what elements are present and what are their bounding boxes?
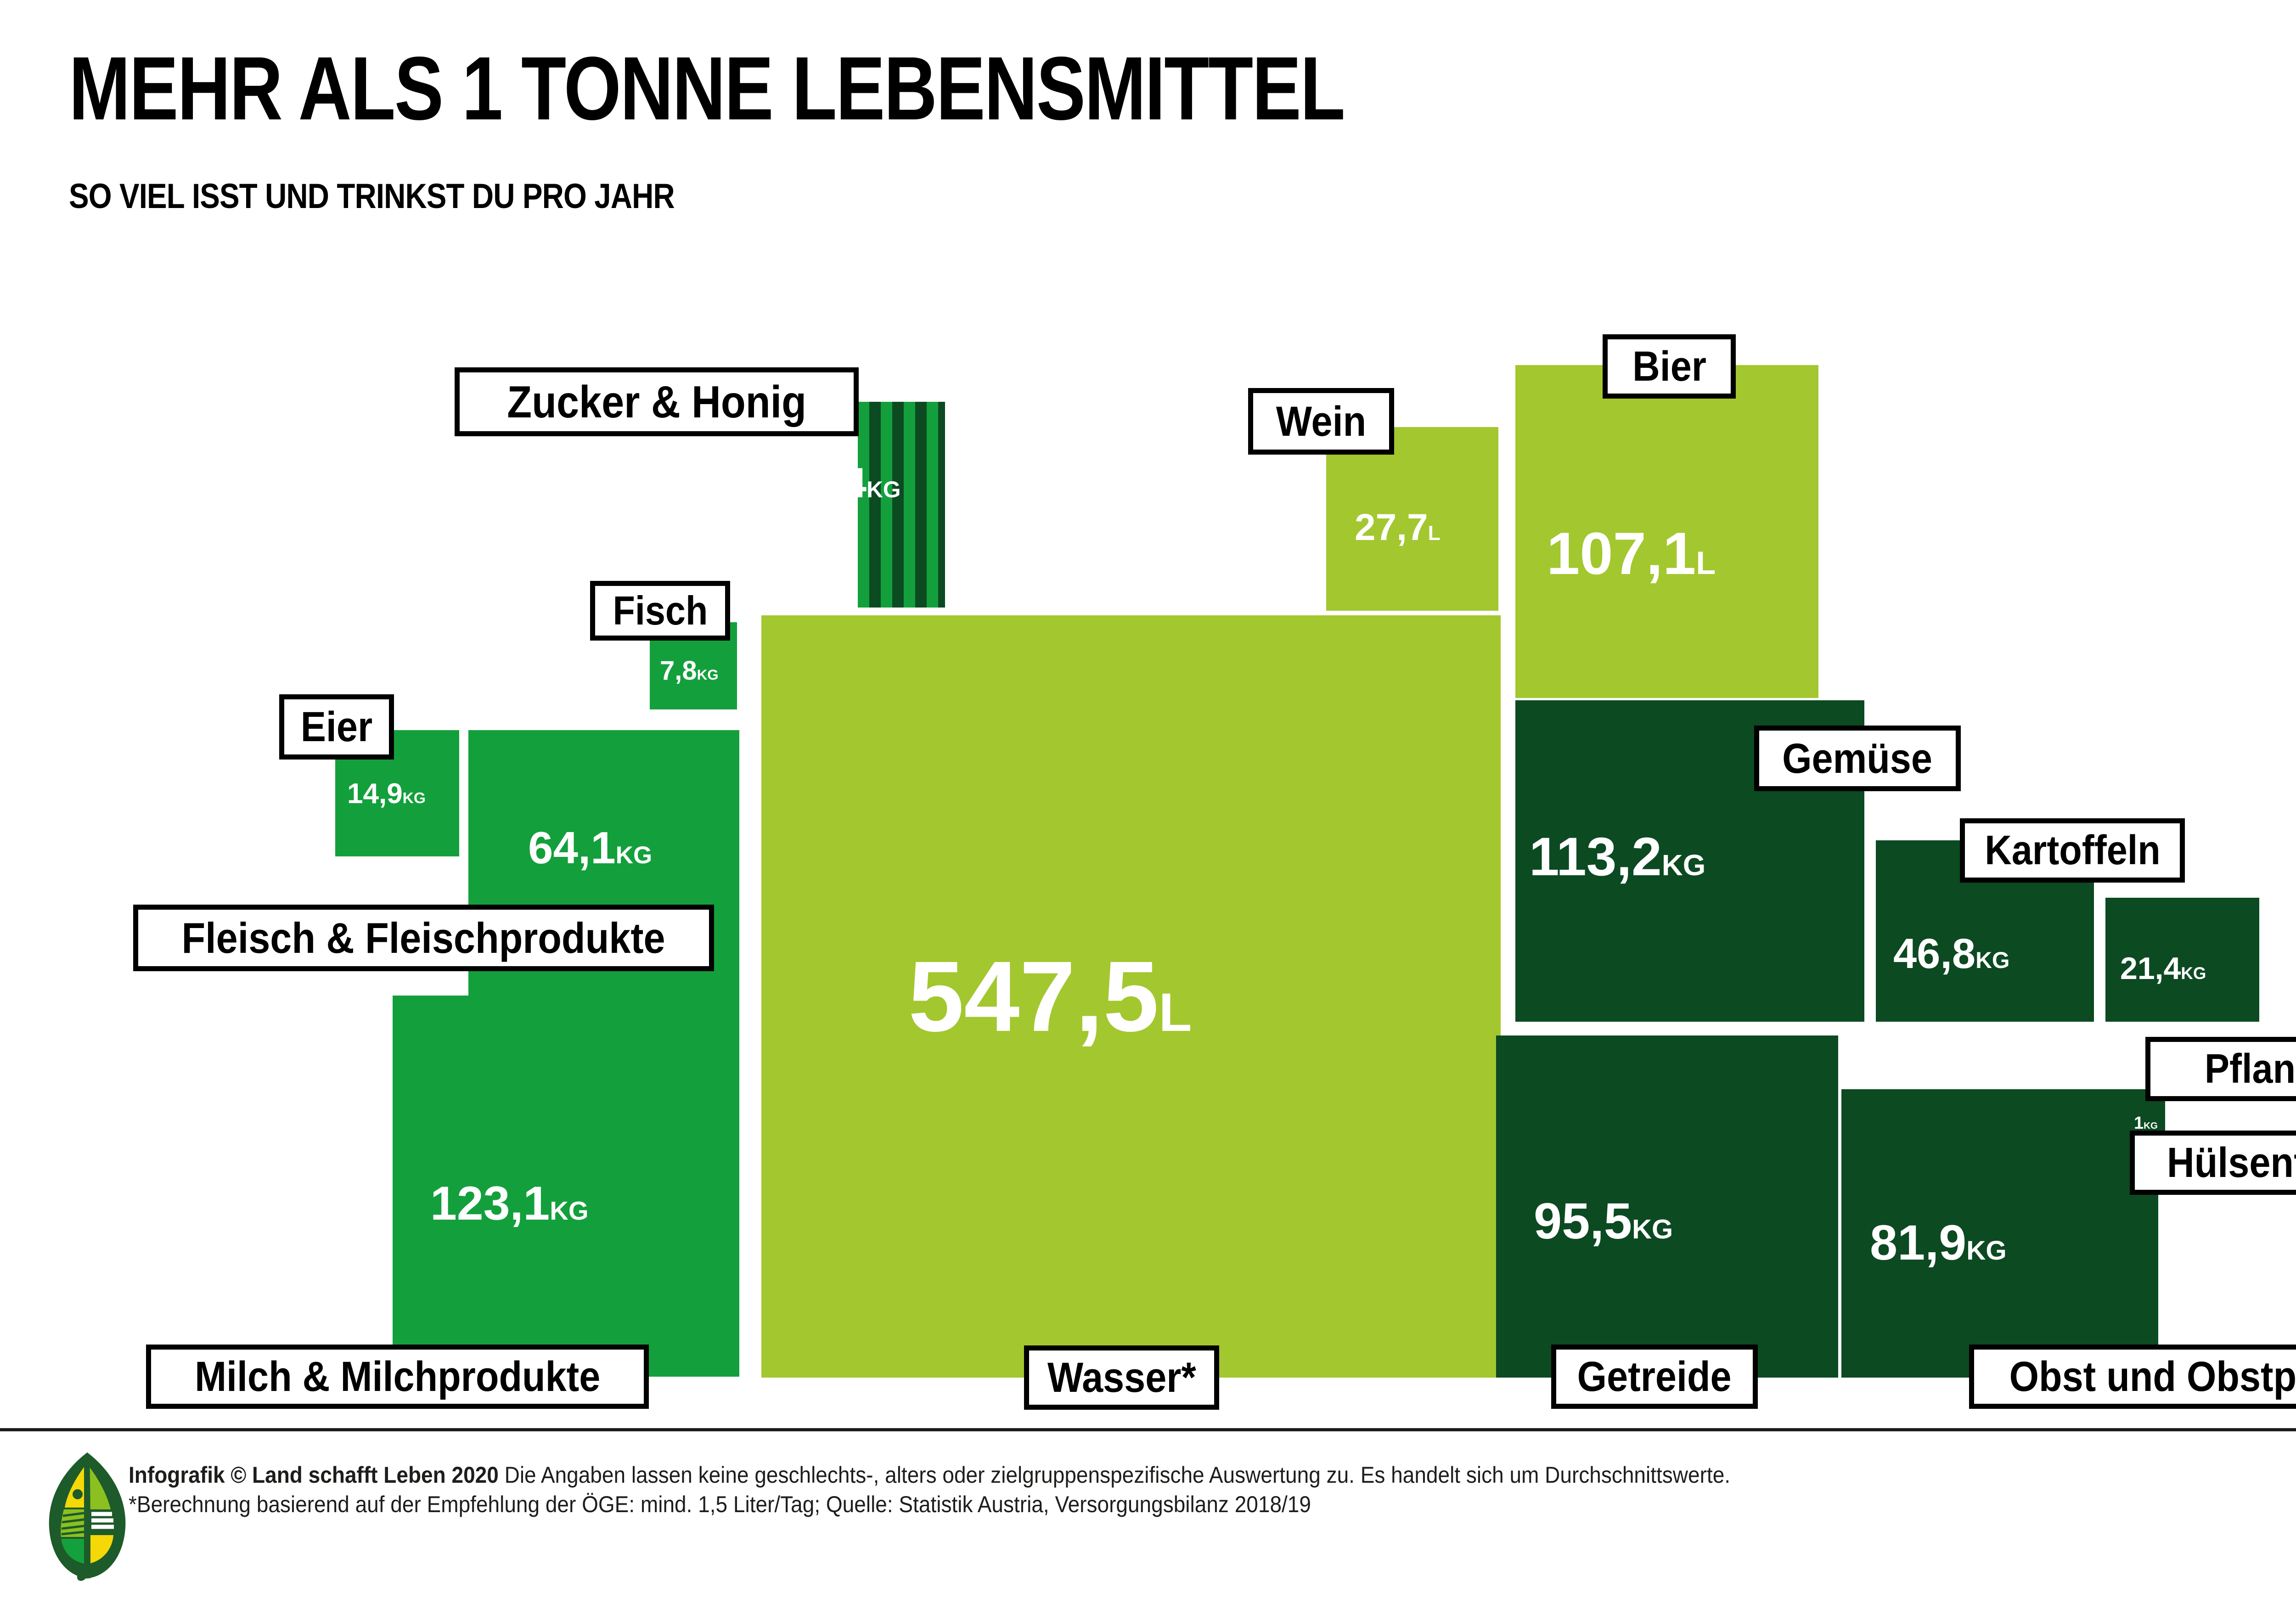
value-unit-kartoffeln: KG	[1975, 947, 2010, 973]
page-subtitle: SO VIEL ISST UND TRINKST DU PRO JAHR	[69, 177, 675, 216]
label-text-zucker-honig: Zucker & Honig	[507, 377, 806, 427]
land-schafft-leben-leaf-logo	[49, 1452, 126, 1581]
footer-line-1-rest: Die Angaben lassen keine geschlechts-, a…	[498, 1462, 1731, 1488]
value-unit-obst: KG	[1966, 1236, 2007, 1266]
footer-divider	[0, 1428, 2296, 1431]
value-number-obst: 81,9	[1870, 1215, 1967, 1270]
block-value-getreide: 95,5KG	[1534, 1196, 1673, 1247]
value-unit-zucker-honig: KG	[867, 477, 901, 502]
value-number-milch: 123,1	[430, 1177, 550, 1230]
footer-line-2: *Berechnung basierend auf der Empfehlung…	[129, 1491, 1311, 1517]
page-title: MEHR ALS 1 TONNE LEBENSMITTEL	[69, 38, 1345, 139]
footer: Infografik © Land schafft Leben 2020 Die…	[129, 1460, 2296, 1519]
label-zucker-honig[interactable]: Zucker & Honig	[455, 367, 859, 436]
block-wein[interactable]: 27,7L	[1326, 427, 1498, 611]
block-value-huelsenfruechte: 1KG	[2134, 1114, 2158, 1132]
footer-credit: Infografik © Land schafft Leben 2020	[129, 1462, 499, 1488]
value-unit-bier: L	[1696, 545, 1716, 581]
label-text-wasser: Wasser*	[1047, 1354, 1196, 1401]
label-text-kartoffeln: Kartoffeln	[1984, 827, 2161, 873]
label-kartoffeln[interactable]: Kartoffeln	[1960, 818, 2185, 883]
label-wasser[interactable]: Wasser*	[1024, 1345, 1219, 1410]
value-number-huelsenfruechte: 1	[2134, 1114, 2144, 1133]
label-obst[interactable]: Obst und Obstprodukte	[1969, 1345, 2296, 1409]
block-value-fette: 21,4KG	[2120, 953, 2206, 984]
block-value-fisch: 7,8KG	[660, 658, 719, 684]
value-unit-fette: KG	[2181, 964, 2206, 983]
label-wein[interactable]: Wein	[1248, 388, 1394, 455]
value-unit-fisch: KG	[697, 667, 719, 683]
value-number-fleisch: 64,1	[528, 822, 616, 873]
block-value-wein: 27,7L	[1355, 509, 1441, 546]
value-unit-milch: KG	[550, 1196, 589, 1225]
value-number-wein: 27,7	[1355, 506, 1428, 548]
label-text-obst: Obst und Obstprodukte	[2009, 1353, 2296, 1400]
label-milch[interactable]: Milch & Milchprodukte	[146, 1345, 649, 1409]
value-number-eier: 14,9	[347, 778, 403, 810]
value-unit-huelsenfruechte: KG	[2144, 1120, 2158, 1131]
label-text-huelsenfruechte: Hülsenfrüchte	[2167, 1139, 2296, 1186]
label-text-eier: Eier	[300, 703, 373, 750]
value-number-wasser: 547,5	[908, 941, 1159, 1052]
label-text-fleisch: Fleisch & Fleischprodukte	[181, 913, 666, 962]
value-unit-wasser: L	[1159, 982, 1192, 1042]
value-number-bier: 107,1	[1547, 520, 1696, 587]
block-value-kartoffeln: 46,8KG	[1893, 933, 2010, 975]
block-value-wasser: 547,5L	[908, 947, 1192, 1047]
label-gemuese[interactable]: Gemüse	[1754, 726, 1961, 791]
label-text-fisch: Fisch	[613, 588, 708, 633]
footer-line-1: Infografik © Land schafft Leben 2020 Die…	[129, 1460, 2296, 1490]
label-eier[interactable]: Eier	[279, 694, 394, 760]
block-value-eier: 14,9KG	[347, 780, 426, 808]
block-milch[interactable]: 123,1KG	[393, 996, 739, 1377]
label-huelsenfruechte[interactable]: Hülsenfrüchte	[2130, 1131, 2296, 1195]
value-number-kartoffeln: 46,8	[1893, 930, 1976, 977]
block-fette[interactable]: 21,4KG	[2105, 898, 2259, 1022]
value-unit-fleisch: KG	[615, 842, 653, 869]
value-unit-wein: L	[1428, 522, 1441, 545]
label-fleisch[interactable]: Fleisch & Fleischprodukte	[133, 905, 714, 971]
block-getreide[interactable]: 95,5KG	[1496, 1035, 1838, 1378]
block-value-fleisch: 64,1KG	[528, 825, 652, 870]
value-number-gemuese: 113,2	[1529, 827, 1662, 887]
value-number-fisch: 7,8	[660, 656, 697, 686]
block-zucker-honig[interactable]: 34,4KG	[784, 402, 945, 608]
label-text-gemuese: Gemüse	[1782, 735, 1933, 782]
value-number-fette: 21,4	[2120, 951, 2181, 986]
label-text-wein: Wein	[1276, 398, 1367, 445]
block-wasser[interactable]: 547,5L	[761, 615, 1501, 1378]
label-getreide[interactable]: Getreide	[1551, 1345, 1758, 1409]
label-bier[interactable]: Bier	[1603, 334, 1736, 399]
block-value-obst: 81,9KG	[1870, 1218, 2007, 1267]
label-text-bier: Bier	[1632, 343, 1706, 390]
value-number-getreide: 95,5	[1534, 1193, 1632, 1249]
block-obst[interactable]: 81,9KG	[1841, 1089, 2158, 1378]
label-fisch[interactable]: Fisch	[590, 581, 730, 641]
block-value-milch: 123,1KG	[430, 1180, 589, 1227]
label-text-getreide: Getreide	[1577, 1353, 1732, 1400]
value-unit-eier: KG	[402, 790, 426, 807]
label-text-fette: Pflanzliche Fette, Ölsaaten	[2205, 1046, 2296, 1092]
block-bier[interactable]: 107,1L	[1515, 365, 1818, 698]
value-number-zucker-honig: 34,4	[784, 460, 867, 506]
label-fette[interactable]: Pflanzliche Fette, Ölsaaten	[2145, 1037, 2296, 1101]
value-unit-gemuese: KG	[1661, 849, 1706, 882]
block-value-bier: 107,1L	[1547, 523, 1716, 583]
value-unit-getreide: KG	[1632, 1214, 1673, 1244]
block-value-zucker-honig: 34,4KG	[784, 462, 901, 504]
block-value-gemuese: 113,2KG	[1529, 830, 1705, 884]
label-text-milch: Milch & Milchprodukte	[194, 1353, 601, 1400]
